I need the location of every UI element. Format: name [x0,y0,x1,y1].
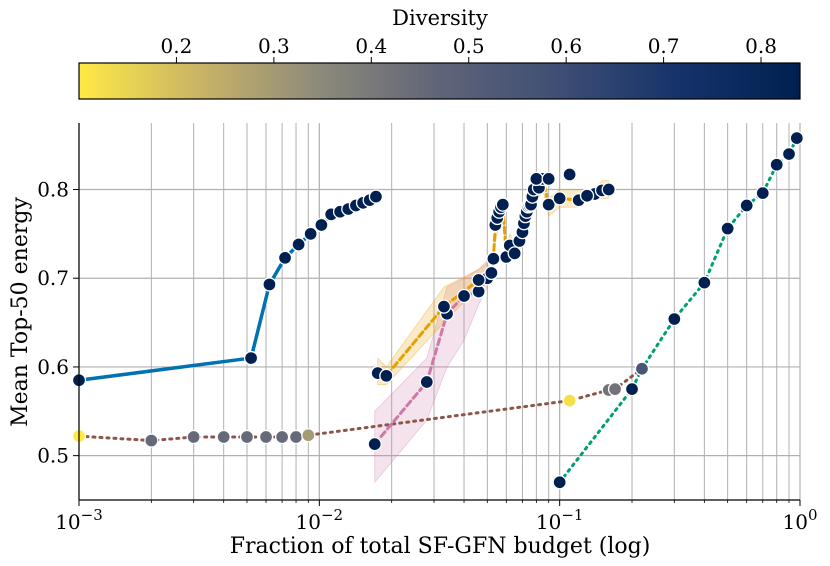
colorbar-tick-label: 0.7 [648,34,680,58]
blue-solid-point [262,277,277,292]
x-tick-label: 10−2 [296,506,344,534]
brown-dotted-point [186,429,201,445]
y-tick-label: 0.5 [37,444,69,468]
brown-dotted-point [607,381,623,397]
brown-dotted-point [562,393,577,408]
blue-solid-point [368,189,384,204]
green-dotted-point [667,311,682,327]
colorbar-tick-label: 0.6 [550,34,582,58]
extra-points-point [562,167,577,182]
colorbar-tick-label: 0.4 [355,34,387,58]
x-axis-label: Fraction of total SF-GFN budget (log) [230,534,651,559]
y-tick-label: 0.6 [37,355,69,379]
brown-dotted-line [77,367,644,443]
colorbar-tick-label: 0.5 [453,34,485,58]
y-tick-label: 0.7 [37,266,69,290]
brown-dotted-point [288,429,304,445]
x-tick-label: 10−3 [55,506,103,534]
x-tick-label: 10−1 [536,506,584,534]
orange-dashed-point [471,272,486,288]
green-dotted-point [769,157,784,172]
blue-solid-point [243,350,259,366]
green-dotted-point [720,221,735,236]
colorbar [78,62,801,100]
blue-solid-line [77,194,378,382]
pink-dashed-point [456,288,472,304]
orange-dashed-point [507,246,522,261]
colorbar-ticks: 0.2 0.3 0.4 0.5 0.6 0.7 0.8 [161,34,777,63]
pink-dashed-point [367,436,382,452]
orange-dashed-point [552,191,567,206]
green-dotted-point [739,198,754,213]
colorbar-tick-label: 0.3 [258,34,290,58]
y-axis-label: Mean Top-50 energy [8,197,33,427]
blue-solid-point [314,217,329,233]
y-tick-labels: 0.5 0.6 0.7 0.8 [37,178,79,468]
green-dotted-point [781,146,797,162]
extra-points-point [529,171,544,187]
pink-dashed-point [419,374,434,390]
orange-dashed-point [436,299,452,314]
brown-dotted-point [274,429,290,445]
brown-dotted-point [216,429,231,445]
orange-dashed-point [484,265,499,281]
x-tick-label: 100 [783,506,818,534]
green-dotted-point [789,130,804,146]
brown-dotted-point [144,433,159,448]
green-dotted-point [634,361,650,376]
extra-points-point [579,188,595,203]
axes [78,123,800,501]
orange-dashed-point [601,182,616,197]
colorbar-title: Diversity [392,6,488,30]
brown-dotted-point [301,428,316,443]
blue-solid-point [277,250,293,265]
green-dotted-point [755,185,770,201]
orange-dashed-point [495,197,510,212]
x-tick-labels: 10−3 10−2 10−1 100 [55,500,818,534]
blue-solid-point [291,237,306,252]
colorbar-tick-label: 0.8 [745,34,777,58]
orange-dashed-point [379,368,394,383]
orange-dashed-point [486,251,501,266]
green-dotted-point [624,381,640,397]
green-dotted-point [697,275,712,290]
green-dotted-point [552,475,567,490]
brown-dotted-point [239,429,255,445]
brown-dotted-point [258,429,274,445]
orange-dashed-point [541,197,556,212]
y-tick-label: 0.8 [37,178,69,202]
colorbar-tick-label: 0.2 [161,34,193,58]
extra-points-point [541,171,556,187]
blue-solid-point [303,226,318,242]
data-points [71,130,804,490]
